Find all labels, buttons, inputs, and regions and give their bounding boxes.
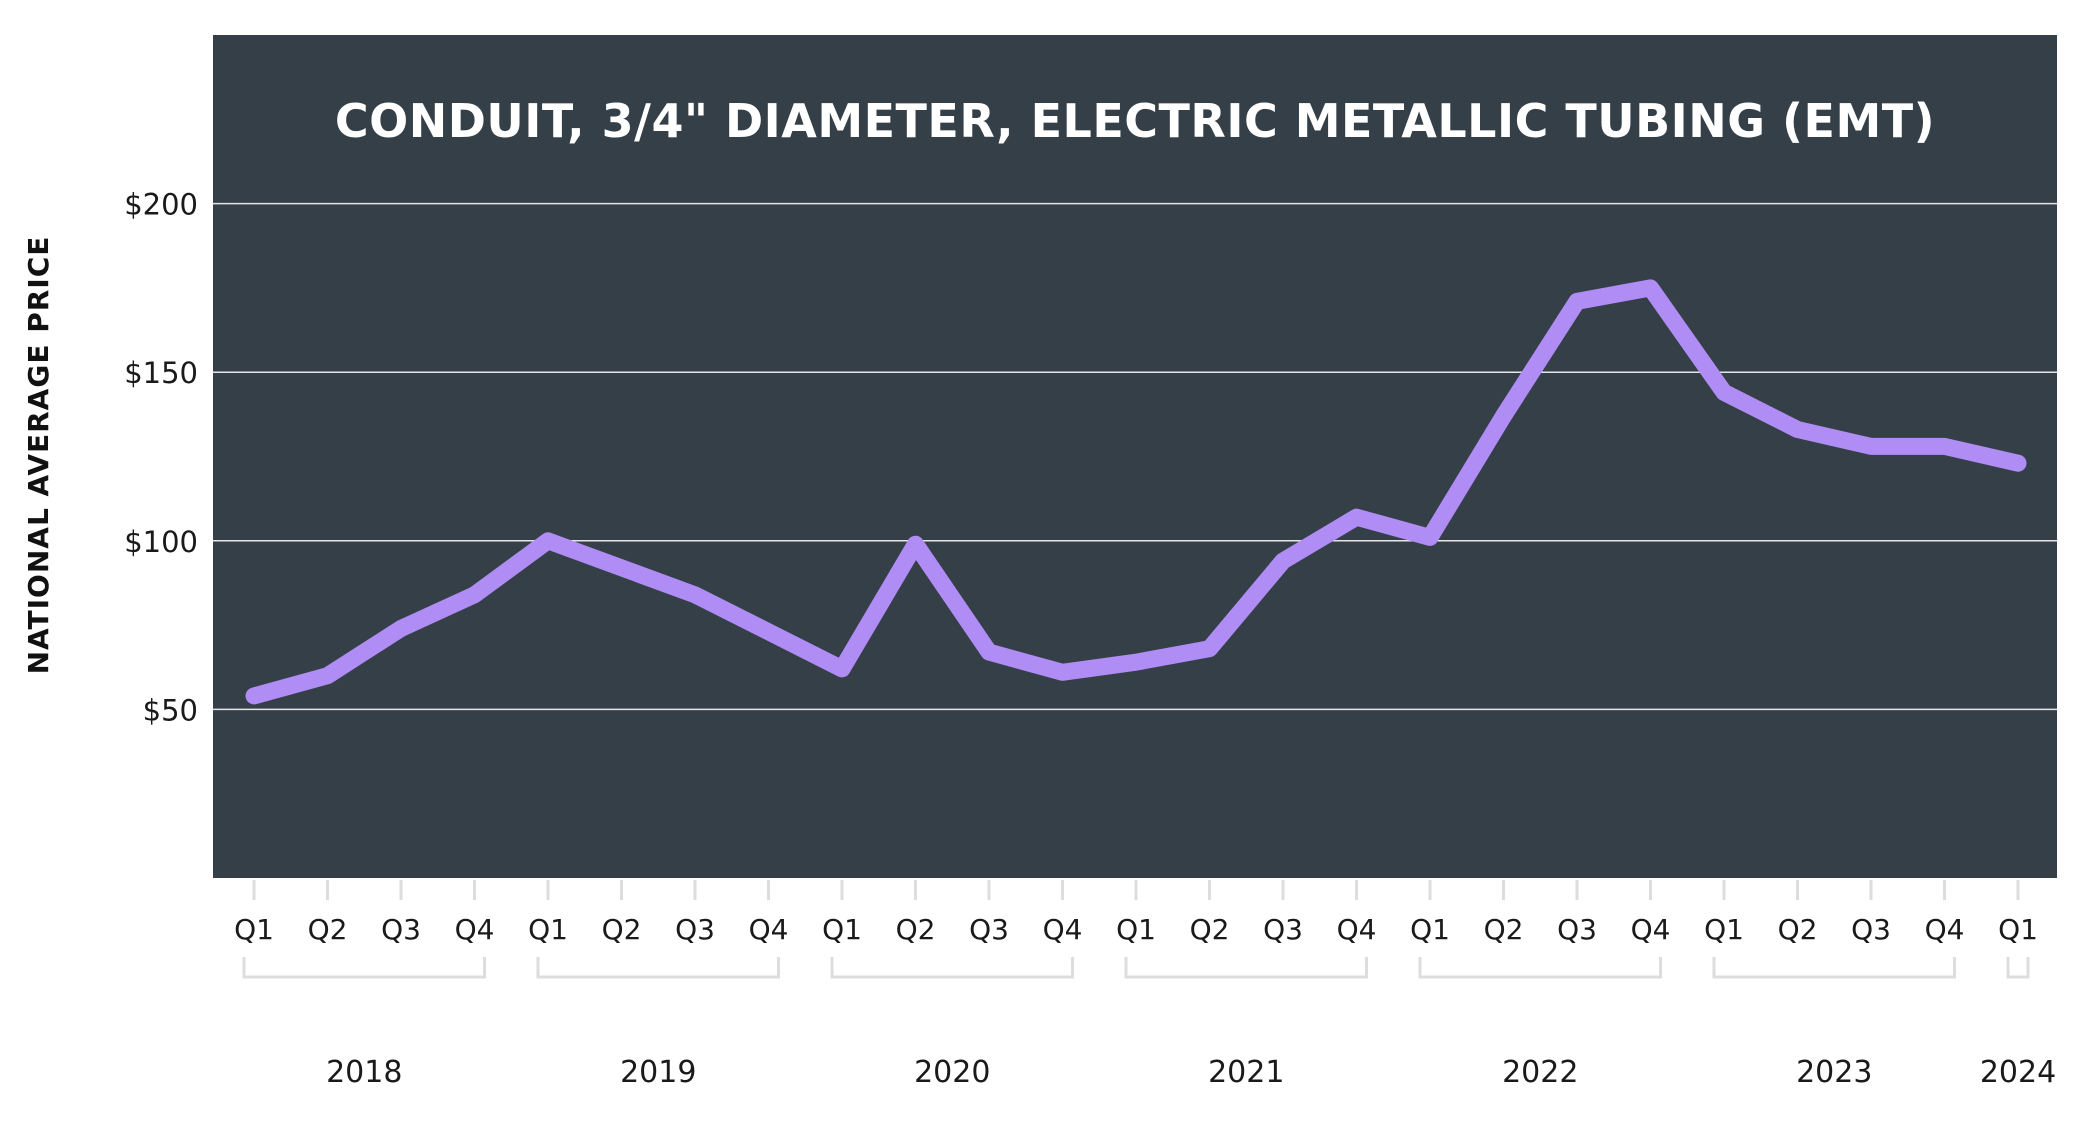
year-bracket (536, 957, 780, 979)
data-point (1943, 445, 1946, 448)
quarter-label: Q4 (1043, 913, 1083, 946)
year-label: 2022 (1502, 1055, 1578, 1090)
quarter-label: Q3 (1263, 913, 1303, 946)
quarter-label: Q1 (234, 913, 274, 946)
quarter-label: Q3 (675, 913, 715, 946)
data-point (1429, 536, 1431, 539)
quarter-label: Q2 (1778, 913, 1818, 946)
year-bracket (1418, 957, 1662, 979)
data-point (2017, 462, 2019, 465)
data-point (1282, 560, 1284, 563)
data-point (620, 566, 623, 569)
data-point (1576, 300, 1578, 303)
year-label: 2023 (1796, 1055, 1872, 1090)
y-tick-label: $150 (124, 356, 198, 390)
data-point (253, 694, 255, 697)
quarter-label: Q2 (1190, 913, 1230, 946)
year-label: 2018 (326, 1055, 402, 1090)
quarter-label: Q3 (969, 913, 1009, 946)
quarter-label: Q3 (1557, 913, 1597, 946)
quarter-label: Q4 (749, 913, 789, 946)
data-point (841, 667, 843, 670)
gridlines (213, 202, 2057, 711)
data-point (914, 543, 917, 546)
y-tick-label: $100 (124, 525, 198, 559)
quarter-label: Q2 (308, 913, 348, 946)
year-label: 2019 (620, 1055, 696, 1090)
data-point (1208, 647, 1211, 650)
data-point (326, 674, 329, 677)
quarter-label: Q4 (455, 913, 495, 946)
y-tick-label: $200 (124, 188, 198, 222)
data-point (1649, 286, 1652, 289)
data-point (767, 630, 770, 633)
chart-title: CONDUIT, 3/4" DIAMETER, ELECTRIC METALLI… (335, 94, 1935, 148)
data-point (1870, 445, 1872, 448)
quarter-label: Q4 (1925, 913, 1965, 946)
year-bracket (1712, 957, 1956, 979)
plot-background (213, 35, 2057, 878)
year-bracket (1124, 957, 1368, 979)
quarter-label: Q3 (381, 913, 421, 946)
data-point (473, 593, 476, 596)
data-point (1723, 391, 1725, 394)
data-point (1061, 671, 1064, 674)
data-point (1135, 661, 1137, 664)
quarter-label: Q4 (1337, 913, 1377, 946)
quarter-label: Q2 (602, 913, 642, 946)
year-label: 2021 (1208, 1055, 1284, 1090)
quarter-label: Q3 (1851, 913, 1891, 946)
quarter-label: Q1 (1410, 913, 1450, 946)
data-point (400, 627, 402, 630)
year-label: 2024 (1980, 1055, 2056, 1090)
data-point (547, 539, 549, 542)
quarter-label: Q2 (896, 913, 936, 946)
year-bracket (830, 957, 1074, 979)
year-label: 2020 (914, 1055, 990, 1090)
quarter-label: Q1 (528, 913, 568, 946)
quarter-label: Q1 (1704, 913, 1744, 946)
data-point (1355, 516, 1358, 519)
data-point (1796, 428, 1799, 431)
quarter-label: Q2 (1484, 913, 1524, 946)
quarter-label: Q1 (1998, 913, 2038, 946)
quarter-label: Q4 (1631, 913, 1671, 946)
year-bracket (242, 957, 486, 979)
quarter-label: Q1 (1116, 913, 1156, 946)
y-axis-title: NATIONAL AVERAGE PRICE (22, 236, 55, 675)
data-point (694, 593, 696, 596)
x-axis: Q1 Q2 Q3 Q4 Q1 Q2 Q3 Q4 Q1 Q2 Q3 Q4 Q1 Q2 Q3 Q4 Q1 Q2 Q3 Q4… (234, 880, 2056, 1090)
y-axis-ticks: $50 $100 $150 $200 (124, 188, 198, 728)
year-bracket (2006, 957, 2030, 979)
data-point (1502, 415, 1505, 418)
series-layer (245, 279, 2027, 705)
data-point (988, 651, 990, 654)
quarter-label: Q1 (822, 913, 862, 946)
y-tick-label: $50 (143, 693, 198, 727)
